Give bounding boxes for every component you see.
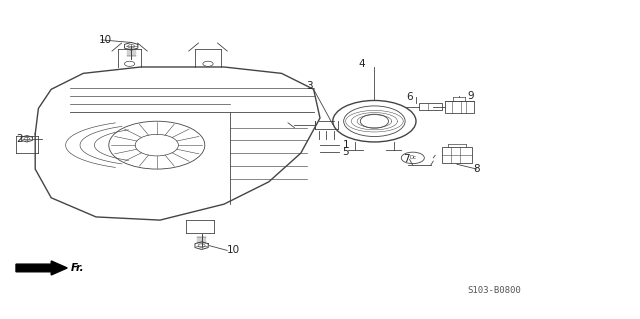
Text: 10: 10 [99, 35, 113, 45]
Text: 6: 6 [406, 92, 413, 102]
Text: 2: 2 [16, 134, 22, 144]
Text: 7: 7 [403, 154, 410, 165]
Text: 3: 3 [306, 81, 312, 91]
Text: S103-B0800: S103-B0800 [467, 286, 521, 295]
Polygon shape [16, 261, 67, 275]
Text: 8: 8 [474, 164, 480, 174]
Text: Dc: Dc [409, 155, 417, 160]
Text: 10: 10 [227, 245, 241, 256]
Bar [445, 101, 474, 113]
Bar [442, 147, 472, 163]
Text: 1: 1 [342, 140, 349, 150]
Text: 5: 5 [342, 146, 349, 157]
Bar [419, 103, 442, 110]
Text: 9: 9 [467, 91, 474, 101]
Text: 4: 4 [358, 59, 365, 69]
Text: Fr.: Fr. [70, 263, 84, 273]
